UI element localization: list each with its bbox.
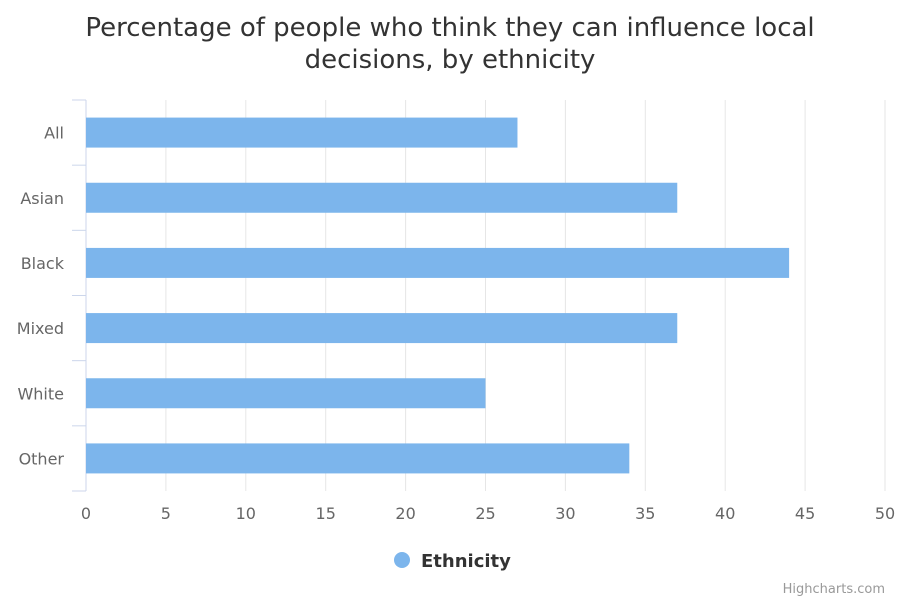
x-tick-label-35: 35 <box>635 504 655 523</box>
x-tick-label-0: 0 <box>81 504 91 523</box>
bar-other[interactable] <box>86 443 630 474</box>
bar-all[interactable] <box>86 117 518 148</box>
category-label-mixed: Mixed <box>17 319 64 338</box>
x-tick-label-10: 10 <box>236 504 256 523</box>
category-label-white: White <box>17 384 64 403</box>
category-label-all: All <box>44 124 64 143</box>
legend[interactable]: Ethnicity <box>394 551 511 572</box>
bar-black[interactable] <box>86 247 790 278</box>
category-axis <box>72 99 87 492</box>
category-label-asian: Asian <box>20 189 64 208</box>
legend-item-label[interactable]: Ethnicity <box>421 551 511 572</box>
x-tick-label-30: 30 <box>555 504 575 523</box>
bar-asian[interactable] <box>86 182 678 213</box>
bar-mixed[interactable] <box>86 313 678 344</box>
x-tick-label-20: 20 <box>395 504 415 523</box>
credits-link[interactable]: Highcharts.com <box>783 582 885 597</box>
category-axis-labels: All Asian Black Mixed White Other <box>17 124 65 469</box>
category-label-other: Other <box>19 449 65 468</box>
grid-lines <box>165 100 886 491</box>
x-tick-label-40: 40 <box>715 504 735 523</box>
x-tick-label-45: 45 <box>795 504 815 523</box>
x-tick-label-25: 25 <box>475 504 495 523</box>
chart-title-line-2: decisions, by ethnicity <box>305 45 596 75</box>
value-axis-labels: 0 5 10 15 20 25 30 35 40 45 50 <box>81 504 895 523</box>
x-tick-label-50: 50 <box>875 504 895 523</box>
bars <box>86 117 790 474</box>
legend-symbol[interactable] <box>394 552 410 568</box>
category-label-black: Black <box>21 254 65 273</box>
x-tick-label-5: 5 <box>161 504 171 523</box>
x-tick-label-15: 15 <box>316 504 336 523</box>
bar-white[interactable] <box>86 378 486 409</box>
chart-title-line-1: Percentage of people who think they can … <box>85 13 814 43</box>
